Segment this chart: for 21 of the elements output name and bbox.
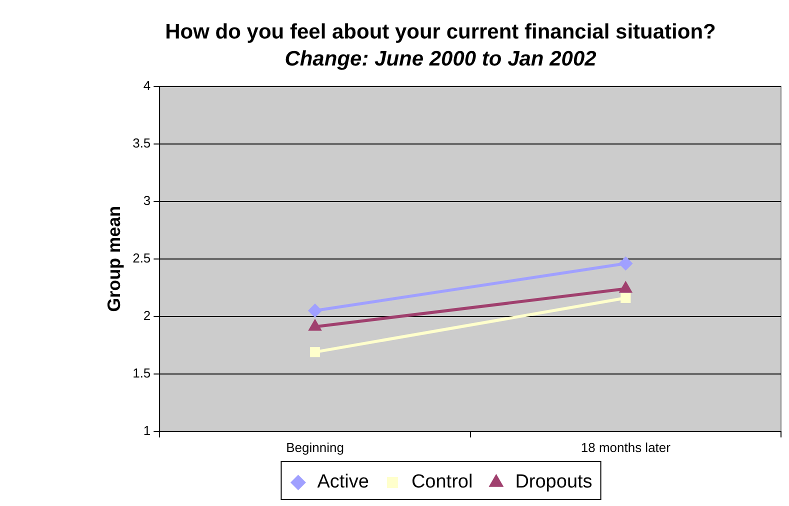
y-tick-label: 1 bbox=[143, 422, 151, 438]
legend-label: Dropouts bbox=[515, 472, 592, 493]
y-tick-label: 1.5 bbox=[132, 365, 151, 380]
y-tick-label: 2.5 bbox=[132, 250, 151, 266]
y-tick-label: 3.5 bbox=[132, 135, 151, 150]
chart-subtitle: Change: June 2000 to Jan 2002 bbox=[284, 48, 597, 71]
point bbox=[620, 282, 632, 293]
y-tick-label: 4 bbox=[143, 78, 151, 93]
y-axis-title: Group mean bbox=[104, 206, 124, 312]
chart-title: How do you feel about your current financial situation? bbox=[165, 20, 716, 44]
x-tick-label: Beginning bbox=[286, 440, 344, 455]
y-tick-label: 2 bbox=[143, 308, 151, 323]
point bbox=[619, 257, 632, 270]
x-tick-label: 18 months later bbox=[580, 440, 672, 455]
point bbox=[308, 304, 322, 318]
legend-label: Active bbox=[317, 472, 369, 493]
point bbox=[310, 347, 320, 358]
legend-label: Control bbox=[411, 472, 473, 493]
y-tick-label: 3 bbox=[143, 192, 151, 208]
point bbox=[620, 292, 631, 304]
point bbox=[309, 320, 321, 331]
